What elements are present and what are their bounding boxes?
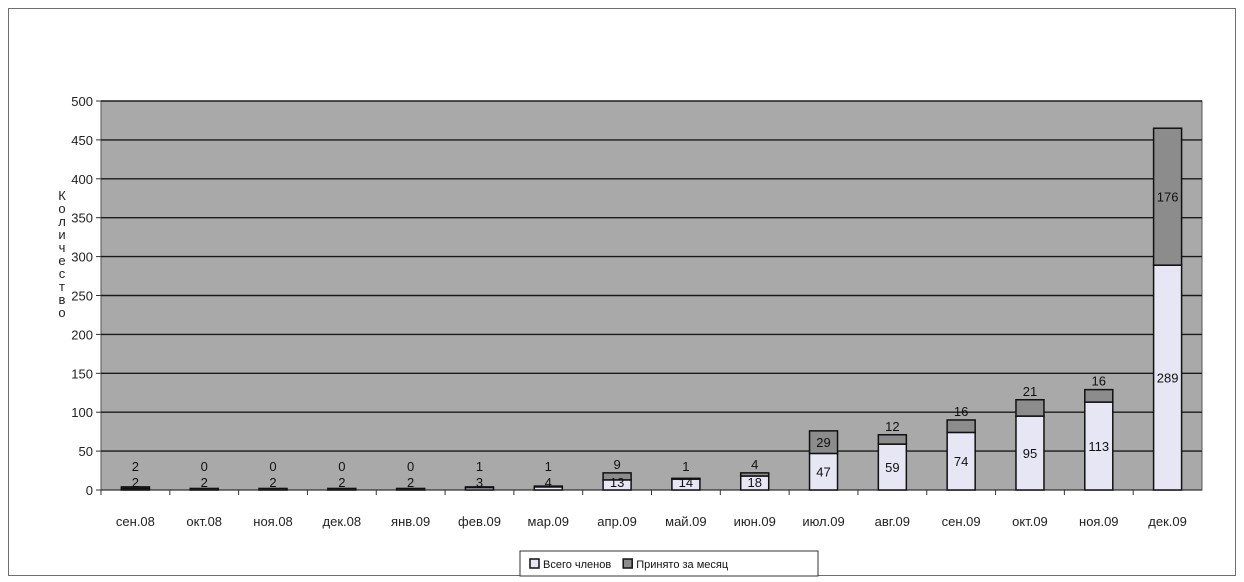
legend-swatch	[622, 558, 633, 569]
data-label-total-members: 95	[1023, 446, 1037, 461]
x-tick-label: сен.08	[116, 514, 155, 529]
data-label-total-members: 13	[610, 475, 624, 490]
bar-accepted-per-month	[464, 486, 495, 489]
bar-accepted-per-month	[533, 485, 564, 488]
bar-total-members	[1152, 264, 1183, 491]
bar-total-members	[327, 487, 357, 491]
data-label-accepted-per-month: 1	[476, 459, 483, 474]
data-label-accepted-per-month: 16	[1092, 374, 1106, 389]
x-tick-label: фев.09	[458, 514, 501, 529]
y-tick-label: 0	[86, 483, 93, 498]
bar-total-members	[189, 487, 219, 491]
data-label-accepted-per-month: 1	[682, 459, 689, 474]
x-tick-label: сен.09	[942, 514, 981, 529]
y-tick-label: 150	[71, 366, 93, 381]
data-label-accepted-per-month: 29	[816, 435, 830, 450]
x-tick-label: дек.09	[1148, 514, 1187, 529]
bar-accepted-per-month	[877, 434, 908, 445]
bar-total-members	[877, 443, 908, 491]
legend: Всего членов Принято за месяц	[519, 550, 819, 577]
data-label-accepted-per-month: 21	[1023, 384, 1037, 399]
x-tick-label: авг.09	[875, 514, 910, 529]
bar-total-members	[1015, 415, 1045, 491]
x-tick-label: апр.09	[597, 514, 637, 529]
bars: 2220202020314113914118447295912741695211…	[120, 127, 1183, 491]
bar-total-members	[258, 487, 288, 491]
bar-accepted-per-month	[671, 477, 701, 480]
data-label-total-members: 3	[476, 475, 483, 490]
data-label-total-members: 2	[269, 475, 276, 490]
data-label-accepted-per-month: 0	[269, 459, 276, 474]
x-tick-label: июл.09	[802, 514, 844, 529]
x-tick-label: июн.09	[734, 514, 776, 529]
data-label-total-members: 14	[679, 475, 693, 490]
x-axis-ticks: сен.08 окт.08 ноя.08 дек.08 янв.09 фев.09 мар.…	[100, 490, 1187, 529]
bar-accepted-per-month	[602, 472, 632, 481]
data-label-accepted-per-month: 0	[201, 459, 208, 474]
bar-total-members	[808, 452, 839, 491]
y-tick-label: 450	[71, 133, 93, 148]
legend-box	[519, 550, 819, 577]
data-label-total-members: 18	[747, 475, 761, 490]
x-tick-label: дек.08	[323, 514, 362, 529]
legend-label: Принято за месяц	[636, 559, 729, 571]
bar-total-members	[395, 487, 426, 491]
y-tick-label: 100	[71, 405, 93, 420]
bar-total-members	[946, 431, 976, 491]
data-label-total-members: 74	[954, 454, 968, 469]
y-axis-ticks: 0 50 100 150 200 250 300 350 400 450 500	[71, 94, 101, 498]
data-label-total-members: 2	[201, 475, 208, 490]
x-tick-label: окт.09	[1012, 514, 1048, 529]
data-label-accepted-per-month: 2	[132, 459, 139, 474]
data-label-total-members: 4	[545, 475, 552, 490]
data-label-accepted-per-month: 12	[885, 419, 899, 434]
y-tick-label: 200	[71, 327, 93, 342]
bar-accepted-per-month	[808, 430, 839, 455]
legend-swatch	[529, 558, 540, 569]
y-tick-label: 50	[79, 444, 93, 459]
x-tick-label: май.09	[665, 514, 707, 529]
x-tick-label: мар.09	[528, 514, 569, 529]
data-label-total-members: 59	[885, 460, 899, 475]
bar-accepted-per-month	[120, 486, 151, 490]
bar-accepted-per-month	[946, 419, 976, 434]
data-label-accepted-per-month: 1	[545, 459, 552, 474]
bar-accepted-per-month	[739, 472, 770, 477]
data-label-accepted-per-month: 4	[751, 457, 758, 472]
bar-accepted-per-month	[1084, 388, 1114, 403]
data-label-accepted-per-month: 0	[407, 459, 414, 474]
data-label-accepted-per-month: 176	[1157, 190, 1179, 205]
x-tick-label: окт.08	[186, 514, 222, 529]
data-label-total-members: 2	[132, 475, 139, 490]
data-label-total-members: 289	[1157, 371, 1179, 386]
bar-accepted-per-month	[1015, 399, 1045, 417]
y-tick-label: 500	[71, 94, 93, 109]
data-label-accepted-per-month: 0	[338, 459, 345, 474]
bar-accepted-per-month	[1152, 127, 1183, 266]
y-tick-label: 400	[71, 172, 93, 187]
data-label-total-members: 47	[816, 465, 830, 480]
data-label-accepted-per-month: 16	[954, 404, 968, 419]
gridlines	[101, 100, 1202, 491]
data-label-total-members: 2	[407, 475, 414, 490]
data-label-total-members: 2	[338, 475, 345, 490]
y-tick-label: 250	[71, 289, 93, 304]
x-tick-label: ноя.08	[253, 514, 293, 529]
data-label-accepted-per-month: 9	[613, 457, 620, 472]
legend-label: Всего членов	[543, 559, 611, 571]
y-tick-label: 300	[71, 250, 93, 265]
data-label-total-members: 113	[1088, 439, 1109, 454]
x-tick-label: ноя.09	[1079, 514, 1119, 529]
x-tick-label: янв.09	[391, 514, 430, 529]
y-tick-label: 350	[71, 211, 93, 226]
